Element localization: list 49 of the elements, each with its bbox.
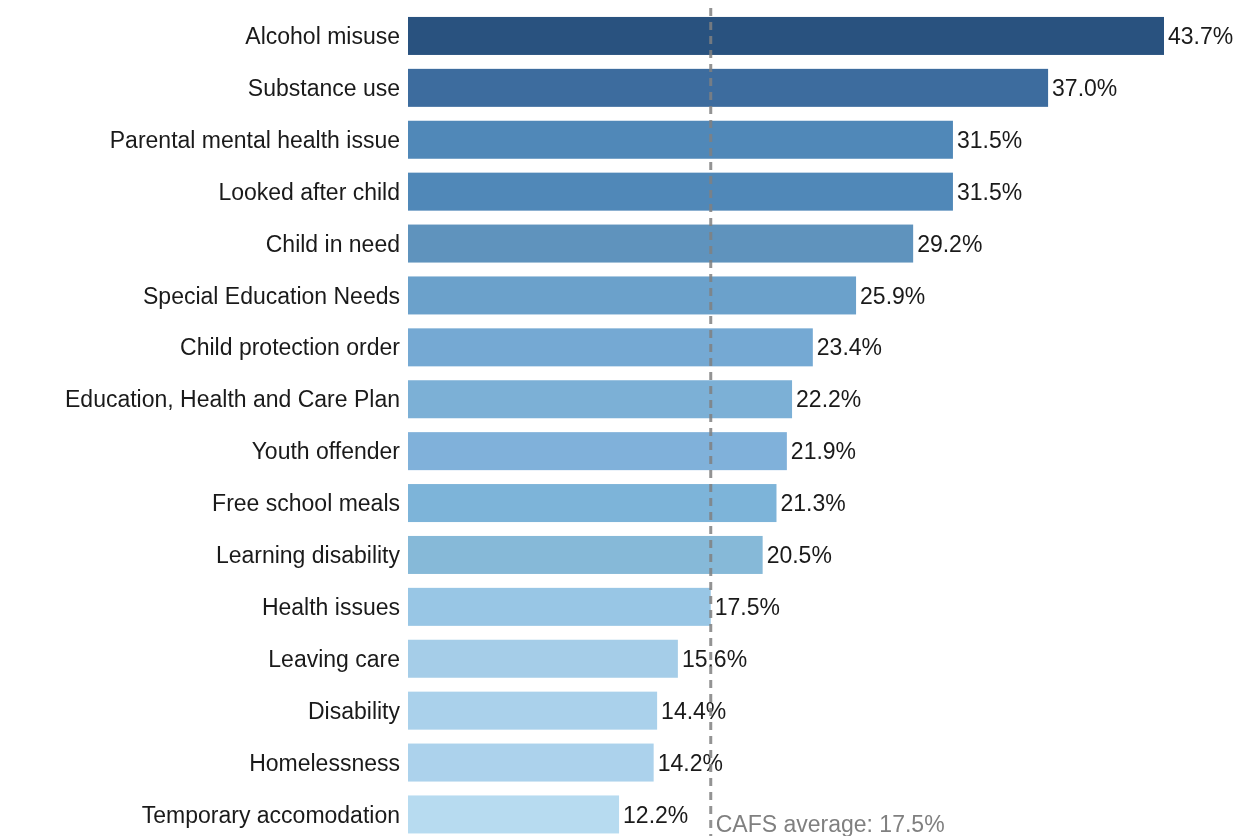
y-tick-label: Child protection order — [180, 334, 401, 361]
data-label: 20.5% — [766, 542, 832, 568]
bar — [408, 68, 1049, 107]
bar — [408, 16, 1164, 55]
data-label: 31.5% — [956, 178, 1023, 205]
data-label: 43.7% — [1168, 23, 1234, 49]
bar — [408, 172, 953, 211]
bar — [408, 484, 777, 523]
data-label: 17.5% — [714, 593, 780, 620]
data-label: 37.0% — [1052, 74, 1118, 101]
data-label: 25.9% — [860, 282, 926, 309]
y-tick-label: Alcohol misuse — [245, 23, 400, 49]
data-label: 21.3% — [780, 490, 846, 517]
data-label: 14.4% — [661, 697, 727, 724]
bar — [408, 691, 658, 730]
y-tick-label: Education, Health and Care Plan — [65, 386, 400, 413]
y-tick-label: Disability — [307, 697, 401, 724]
data-label: 21.9% — [790, 438, 857, 465]
bar — [408, 276, 857, 315]
y-tick-label: Special Education Needs — [143, 282, 400, 309]
y-tick-label: Leaving care — [268, 645, 400, 672]
data-label: 23.4% — [816, 334, 883, 361]
bar — [408, 328, 813, 367]
y-tick-label: Temporary accomodation — [141, 801, 400, 828]
y-tick-label: Health issues — [261, 593, 400, 620]
bar — [408, 795, 620, 834]
y-tick-label: Free school meals — [212, 490, 400, 517]
y-tick-label: Youth offender — [251, 438, 401, 465]
bar — [408, 587, 711, 626]
data-label: 14.2% — [657, 749, 723, 776]
data-label: 31.5% — [956, 126, 1023, 153]
y-tick-label: Looked after child — [218, 178, 400, 205]
data-label: 22.2% — [796, 386, 862, 413]
y-tick-label: Parental mental health issue — [109, 126, 400, 153]
data-label: 12.2% — [623, 801, 689, 828]
data-label: 15.6% — [681, 645, 748, 672]
bar — [408, 380, 793, 419]
bar — [408, 639, 678, 678]
y-tick-label: Learning disability — [215, 542, 401, 568]
y-tick-label: Homelessness — [249, 749, 400, 776]
bar — [408, 432, 787, 471]
bar — [408, 535, 763, 574]
bar — [408, 120, 953, 159]
y-tick-label: Child in need — [265, 230, 400, 257]
bar — [408, 224, 914, 263]
data-label: 29.2% — [917, 230, 983, 257]
bar — [408, 743, 654, 782]
ref-line-label: CAFS average: 17.5% — [715, 811, 945, 836]
y-tick-label: Substance use — [247, 74, 400, 101]
